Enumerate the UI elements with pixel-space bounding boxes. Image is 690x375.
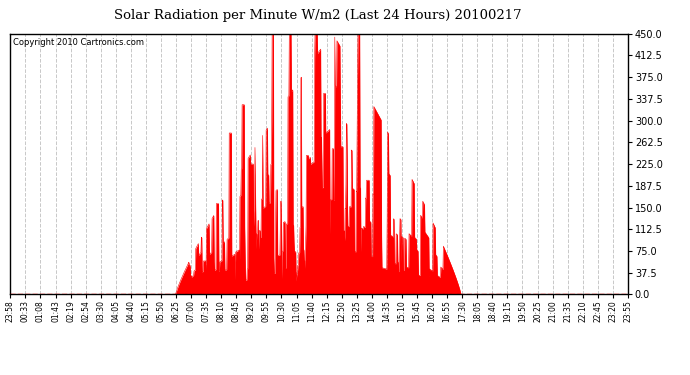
Text: Solar Radiation per Minute W/m2 (Last 24 Hours) 20100217: Solar Radiation per Minute W/m2 (Last 24… (114, 9, 521, 22)
Text: Copyright 2010 Cartronics.com: Copyright 2010 Cartronics.com (13, 38, 144, 46)
